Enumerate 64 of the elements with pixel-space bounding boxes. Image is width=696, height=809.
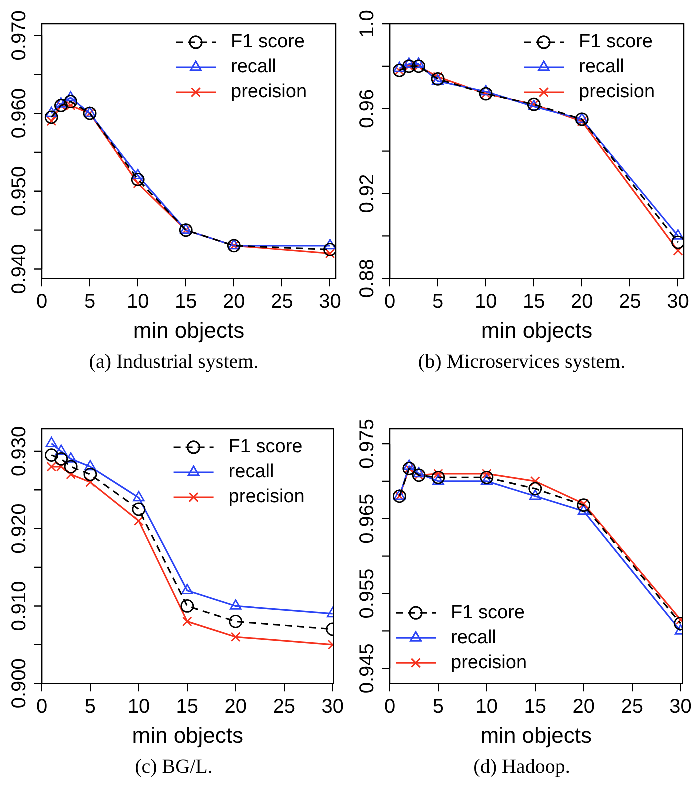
x-tick-label: 5	[84, 696, 96, 718]
x-tick-label: 0	[384, 696, 396, 718]
y-tick-label: 1.0	[356, 10, 379, 38]
x-tick-label: 5	[432, 696, 444, 718]
x-axis-title: min objects	[481, 318, 593, 343]
x-tick-label: 20	[223, 291, 246, 314]
legend-label: F1 score	[231, 32, 305, 53]
x-tick-label: 30	[670, 696, 692, 718]
x-tick-label: 15	[522, 291, 546, 314]
x-tick-label: 10	[128, 696, 150, 718]
x-tick-label: 0	[36, 291, 48, 314]
legend-label: recall	[228, 462, 274, 483]
y-tick-label: 0.96	[356, 89, 379, 128]
text: (d) Hadoop.	[472, 756, 572, 779]
x-tick-label: 0	[36, 696, 48, 718]
x-tick-label: 10	[474, 291, 498, 314]
y-tick-label: 0.88	[356, 259, 379, 298]
x-tick-label: 25	[619, 291, 642, 314]
text: (a) Industrial system.	[88, 351, 260, 374]
x-tick-label: 0	[384, 291, 396, 314]
x-tick-label: 10	[476, 696, 498, 718]
y-tick-label: 0.920	[8, 504, 31, 554]
y-tick-label: 0.930	[8, 426, 31, 476]
legend-label: recall	[579, 56, 624, 78]
x-tick-label: 15	[174, 291, 198, 314]
y-tick-label: 0.945	[356, 644, 379, 694]
x-tick-label: 5	[84, 291, 96, 314]
x-tick-label: 25	[621, 696, 644, 718]
y-tick-label: 0.960	[8, 88, 31, 139]
legend-label: precision	[231, 82, 308, 103]
x-tick-label: 15	[524, 696, 547, 718]
legend-label: precision	[451, 652, 528, 674]
y-tick-label: 0.940	[8, 244, 31, 294]
x-tick-label: 20	[572, 696, 595, 718]
legend-label: recall	[451, 627, 496, 648]
x-tick-label: 20	[571, 291, 594, 314]
x-tick-label: 15	[176, 696, 199, 718]
x-tick-label: 30	[322, 696, 344, 718]
y-tick-label: 0.955	[356, 568, 379, 619]
x-axis-title: min objects	[132, 722, 244, 748]
x-tick-label: 5	[432, 291, 444, 314]
y-tick-label: 0.970	[8, 10, 31, 61]
y-tick-label: 0.900	[8, 658, 31, 709]
y-tick-label: 0.92	[356, 174, 379, 214]
legend-label: precision	[228, 486, 305, 508]
x-axis-title: min objects	[133, 318, 245, 343]
x-tick-label: 10	[126, 291, 150, 314]
x-tick-label: 25	[273, 696, 296, 718]
legend-label: F1 score	[579, 32, 653, 53]
y-tick-label: 0.965	[356, 494, 379, 544]
legend-label: precision	[579, 82, 656, 103]
text: (c) BG/L.	[134, 756, 214, 779]
x-tick-label: 25	[271, 291, 294, 314]
y-tick-label: 0.950	[8, 166, 31, 216]
y-tick-label: 0.975	[356, 418, 379, 470]
x-tick-label: 30	[319, 291, 342, 314]
legend-label: recall	[231, 56, 276, 78]
x-tick-label: 30	[667, 291, 690, 314]
legend-label: F1 score	[228, 436, 303, 458]
text: (b) Microservices system.	[417, 351, 627, 374]
y-tick-label: 0.910	[8, 581, 31, 632]
legend-label: F1 score	[451, 602, 525, 624]
x-tick-label: 20	[224, 696, 248, 718]
x-axis-title: min objects	[480, 722, 592, 748]
